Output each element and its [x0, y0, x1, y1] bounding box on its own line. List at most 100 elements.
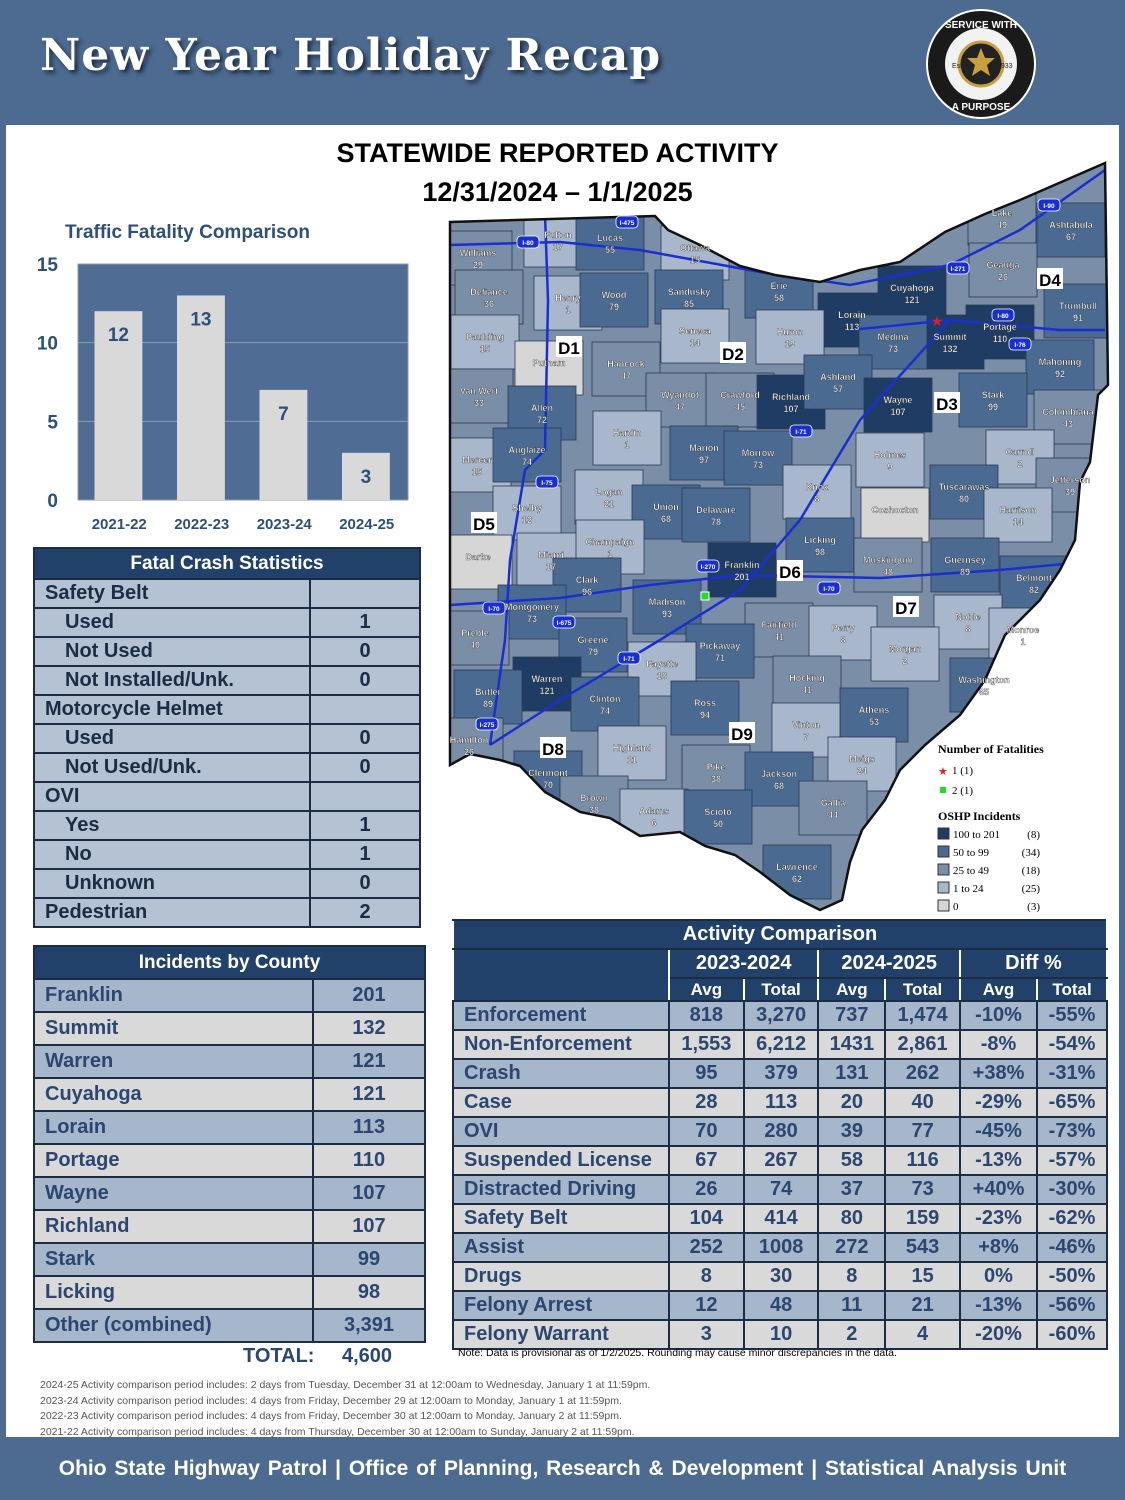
county-morrow[interactable] [723, 430, 793, 486]
activity-value: 28 [668, 1087, 745, 1118]
county-name-label: Fulton [544, 230, 572, 240]
table-row: Unknown 0 [33, 868, 421, 899]
county-muskingum[interactable] [853, 537, 923, 593]
county-wayne[interactable] [863, 377, 933, 433]
county-mahoning[interactable] [1025, 339, 1095, 395]
activity-value: -62% [1036, 1203, 1108, 1234]
county-name-label: Wayne [884, 395, 913, 405]
county-holmes[interactable] [855, 432, 925, 488]
county-value-label: 33 [474, 398, 484, 408]
county-seneca[interactable] [660, 308, 730, 364]
county-name-label: Delaware [696, 505, 736, 515]
county-morgan[interactable] [870, 626, 940, 682]
county-butler[interactable] [453, 669, 523, 725]
county-delaware[interactable] [681, 487, 751, 543]
county-name-label: Union [653, 502, 679, 512]
row-value: 2 [309, 897, 421, 928]
county-hardin[interactable] [592, 410, 662, 466]
table-row: Not Used/Unk. 0 [33, 752, 421, 783]
county-paulding[interactable] [450, 314, 520, 370]
activity-value: 6,212 [742, 1029, 820, 1060]
interstate-label: I-270 [701, 564, 716, 571]
county-darke[interactable] [444, 534, 513, 590]
activity-value: -50% [1036, 1261, 1108, 1292]
county-wood[interactable] [579, 272, 649, 328]
fatality-bar-chart: 0 5 10 15 12 2021-22 13 2022-23 7 2023-24 3 2024-25 [37, 255, 409, 533]
main-title: STATEWIDE REPORTED ACTIVITY [336, 138, 779, 168]
county-highland[interactable] [597, 725, 667, 781]
county-value-label: 14 [1013, 517, 1023, 527]
county-value: 3,391 [312, 1308, 426, 1343]
activity-value: 414 [742, 1203, 820, 1234]
county-warren[interactable] [512, 656, 582, 712]
county-gallia[interactable] [798, 780, 868, 836]
county-value-label: 39 [1065, 487, 1075, 497]
county-cuyahoga[interactable] [877, 265, 947, 321]
activity-value: 1431 [817, 1029, 887, 1060]
district-badge [540, 737, 566, 758]
county-clinton[interactable] [570, 676, 640, 732]
county-auglaize[interactable] [492, 427, 562, 483]
interstate-label: I-70 [823, 586, 835, 593]
period-header: 2024-2025 [817, 948, 961, 979]
ohio-outline [448, 161, 1110, 912]
county-guernsey[interactable] [930, 537, 1000, 593]
county-value-label: 113 [845, 322, 860, 332]
county-scioto[interactable] [683, 789, 753, 845]
county-perry[interactable] [808, 605, 878, 661]
table-row: Not Used 0 [33, 636, 421, 667]
county-pickaway[interactable] [685, 623, 755, 679]
county-fairfield[interactable] [744, 602, 814, 658]
county-value-label: 92 [1055, 369, 1065, 379]
county-name-label: Williams [460, 248, 496, 258]
activity-value: -45% [958, 1116, 1039, 1147]
activity-value: 95 [668, 1058, 745, 1089]
county-name-label: Brown [580, 793, 608, 803]
county-value-label: 201 [734, 572, 749, 582]
county-geauga[interactable] [968, 242, 1038, 298]
county-washington[interactable] [949, 657, 1019, 713]
activity-value: -31% [1036, 1058, 1108, 1089]
county-ross[interactable] [670, 680, 740, 736]
county-van-wert[interactable] [445, 368, 514, 424]
interstate-line [488, 214, 550, 746]
legend-count: (18) [1022, 865, 1041, 877]
county-name-label: Van Wert [460, 386, 498, 396]
svg-text:Est.: Est. [952, 63, 964, 70]
county-name-label: Hamilton [450, 735, 489, 745]
activity-value: 74 [742, 1174, 820, 1205]
county-value-label: 79 [588, 647, 598, 657]
county-value-label: 26 [464, 747, 474, 757]
county-ashtabula[interactable] [1036, 202, 1106, 258]
activity-comparison-table: Activity Comparison 2023-2024 2024-2025 … [452, 919, 1109, 1350]
county-value-label: 79 [609, 302, 619, 312]
y-tick-label: 5 [47, 412, 58, 433]
county-name-label: Logan [596, 487, 623, 497]
table-row: Drugs 8 30 8 15 0% -50% [452, 1261, 1108, 1292]
county-coshocton[interactable] [860, 487, 930, 543]
county-lawrence[interactable] [762, 844, 832, 900]
county-shelby[interactable] [492, 485, 562, 541]
county-athens[interactable] [839, 687, 909, 743]
period-header: 2023-2024 [667, 948, 820, 979]
interstate-label: I-71 [623, 656, 635, 663]
period-header: Diff % [958, 948, 1109, 979]
interstate-shield-icon: I-80 [516, 235, 540, 249]
county-hocking[interactable] [772, 655, 842, 711]
legend-count: (25) [1022, 883, 1041, 895]
data-note: Note: Data is provisional as of 1/2/2025… [458, 1347, 897, 1359]
subheader: Total [742, 977, 820, 1002]
table-row: Portage 110 [33, 1143, 426, 1178]
county-value-label: 15 [690, 255, 700, 265]
activity-value: 543 [884, 1232, 961, 1263]
activity-value: 39 [817, 1116, 887, 1147]
county-harrison[interactable] [983, 487, 1053, 543]
county-ashland[interactable] [803, 354, 873, 410]
county-value-label: 36 [484, 299, 494, 309]
county-name-label: Madison [649, 597, 686, 607]
county-preble[interactable] [441, 610, 510, 666]
activity-value: 1,474 [884, 1000, 961, 1031]
activity-value: 8 [817, 1261, 887, 1292]
county-stark[interactable] [958, 372, 1028, 428]
